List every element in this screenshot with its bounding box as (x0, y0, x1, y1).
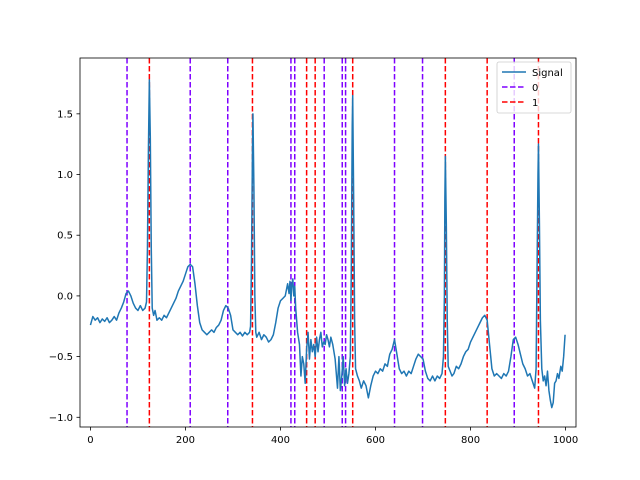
y-tick-label: 0.0 (57, 291, 73, 302)
y-tick-label: −0.5 (49, 352, 73, 363)
series-line-signal (89, 79, 566, 409)
legend-label-1: 1 (532, 98, 538, 109)
x-tick-label: 200 (176, 435, 195, 446)
axes-frame (79, 57, 577, 428)
legend: Signal 0 1 (496, 61, 572, 114)
y-axis: −1.0 −0.5 0.0 0.5 1.0 1.5 (49, 109, 80, 424)
x-tick-label: 400 (271, 435, 290, 446)
x-tick-label: 1000 (553, 435, 578, 446)
series-layer (89, 79, 566, 409)
legend-label-0: 0 (532, 83, 538, 94)
x-axis: 0 200 400 600 800 1000 (87, 427, 578, 446)
x-tick-label: 600 (366, 435, 385, 446)
x-tick-label: 0 (87, 435, 93, 446)
legend-box (496, 61, 572, 114)
x-tick-label: 800 (461, 435, 480, 446)
vertical-lines (126, 58, 540, 427)
y-tick-label: −1.0 (49, 413, 73, 424)
y-tick-label: 1.0 (57, 170, 73, 181)
legend-label-signal: Signal (532, 68, 563, 79)
y-tick-label: 1.5 (57, 109, 73, 120)
y-tick-label: 0.5 (57, 231, 73, 242)
plot-area (89, 58, 566, 427)
